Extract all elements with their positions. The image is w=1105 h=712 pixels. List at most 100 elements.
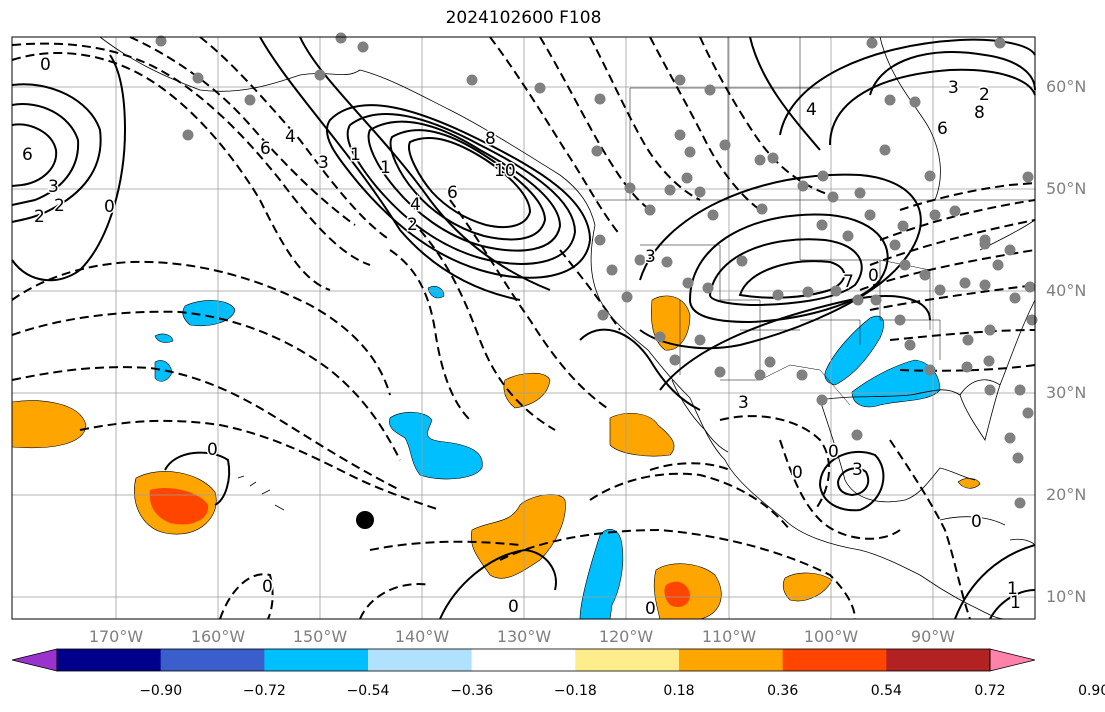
station-dot (155, 35, 167, 47)
station-dot (949, 205, 961, 217)
station-dot (244, 94, 256, 106)
colorbar-segment (160, 649, 265, 671)
map-frame (11, 36, 1036, 620)
positive-anomaly-region (11, 400, 87, 449)
colorbar-tick-label: −0.36 (450, 683, 494, 699)
latitude-label: 30°N (1046, 383, 1087, 402)
lat-lon-grid (12, 37, 1035, 619)
contour-label: 0 (104, 197, 115, 217)
station-dot (1022, 171, 1034, 183)
coastlines (99, 36, 1036, 620)
contour-label: 0 (971, 512, 982, 532)
station-dot (959, 277, 971, 289)
station-dot (827, 191, 839, 203)
contour-lines (11, 36, 1036, 620)
station-dot (816, 219, 828, 231)
colorbar-tick-label: 0.18 (663, 683, 695, 699)
station-dot (335, 32, 347, 44)
station-dot (669, 354, 681, 366)
station-dot (979, 238, 991, 250)
station-dot (1004, 244, 1016, 256)
contour-label: 8 (974, 103, 985, 123)
colorbar-segment (57, 649, 162, 671)
longitude-label: 170°W (88, 627, 144, 646)
station-dot (624, 182, 636, 194)
contour-label: 0 (792, 463, 803, 483)
contour-label: 3 (852, 460, 863, 480)
positive-anomaly-region (957, 478, 981, 489)
station-dot (1024, 281, 1036, 293)
contour-label: 6 (937, 119, 948, 139)
colorbar-segment (782, 649, 887, 671)
contour-label: 10 (494, 161, 516, 181)
station-dot (984, 324, 996, 336)
station-dot (962, 334, 974, 346)
station-dot (664, 184, 676, 196)
station-dot (702, 282, 714, 294)
station-dot (654, 331, 666, 343)
colorbar-tick-label: 0.72 (974, 683, 1006, 699)
station-dot (1022, 407, 1034, 419)
contour-label: 1 (350, 145, 361, 165)
plot-title: 2024102600 F108 (445, 8, 602, 28)
station-dot (694, 186, 706, 198)
contour-label: 0 (40, 55, 51, 75)
contour-label: 2 (979, 85, 990, 105)
contour-label: 3 (948, 78, 959, 98)
contour-label: 1 (1007, 579, 1018, 599)
positive-anomaly-region (503, 372, 551, 409)
colorbar-extend-right (989, 648, 1036, 672)
station-dot (621, 291, 633, 303)
station-dot (866, 37, 878, 49)
station-dot (979, 279, 991, 291)
negative-anomaly-region (427, 286, 445, 299)
colorbar-tick-label: 0.54 (870, 683, 902, 699)
station-dot (192, 72, 204, 84)
strong-positive-anomaly-region (664, 581, 690, 607)
station-dot (934, 284, 946, 296)
station-dot (994, 37, 1006, 49)
station-dot (597, 309, 609, 321)
station-dot (1014, 384, 1026, 396)
contour-label: 0 (508, 597, 519, 617)
station-dot (694, 334, 706, 346)
contour-label: 4 (410, 195, 421, 215)
contour-label: 3 (318, 153, 329, 173)
station-markers (155, 32, 1038, 509)
station-dot (919, 269, 931, 281)
colorbar-tick-label: 0.36 (767, 683, 799, 699)
station-dot (764, 356, 776, 368)
colorbar-tick-label: −0.54 (346, 683, 390, 699)
colorbar-segment (264, 649, 369, 671)
station-dot (591, 145, 603, 157)
contour-label: 0 (828, 442, 839, 462)
station-dot (357, 41, 369, 53)
contour-label: 1 (1010, 593, 1021, 613)
colorbar-segment (471, 649, 576, 671)
station-dot (924, 364, 936, 376)
colorbar-segment (575, 649, 680, 671)
station-dot (736, 255, 748, 267)
longitude-label: 90°W (910, 627, 956, 646)
contour-label: 3 (48, 177, 59, 197)
contour-label: 2 (34, 207, 45, 227)
station-dot (594, 93, 606, 105)
negative-anomaly-region (154, 333, 174, 343)
contour-label: 7 (843, 272, 854, 292)
station-dot (466, 74, 478, 86)
colorbar-tick-label: 0.90 (1078, 683, 1105, 699)
station-dot (704, 84, 716, 96)
station-dot (889, 239, 901, 251)
station-dot (879, 144, 891, 156)
station-dot (961, 361, 973, 373)
station-dot (852, 294, 864, 306)
latitude-label: 50°N (1046, 179, 1087, 198)
contour-label: 6 (447, 183, 458, 203)
station-dot (681, 172, 693, 184)
station-dot (983, 355, 995, 367)
station-dot (909, 96, 921, 108)
station-dot (674, 129, 686, 141)
negative-contour-lines (11, 36, 1036, 620)
